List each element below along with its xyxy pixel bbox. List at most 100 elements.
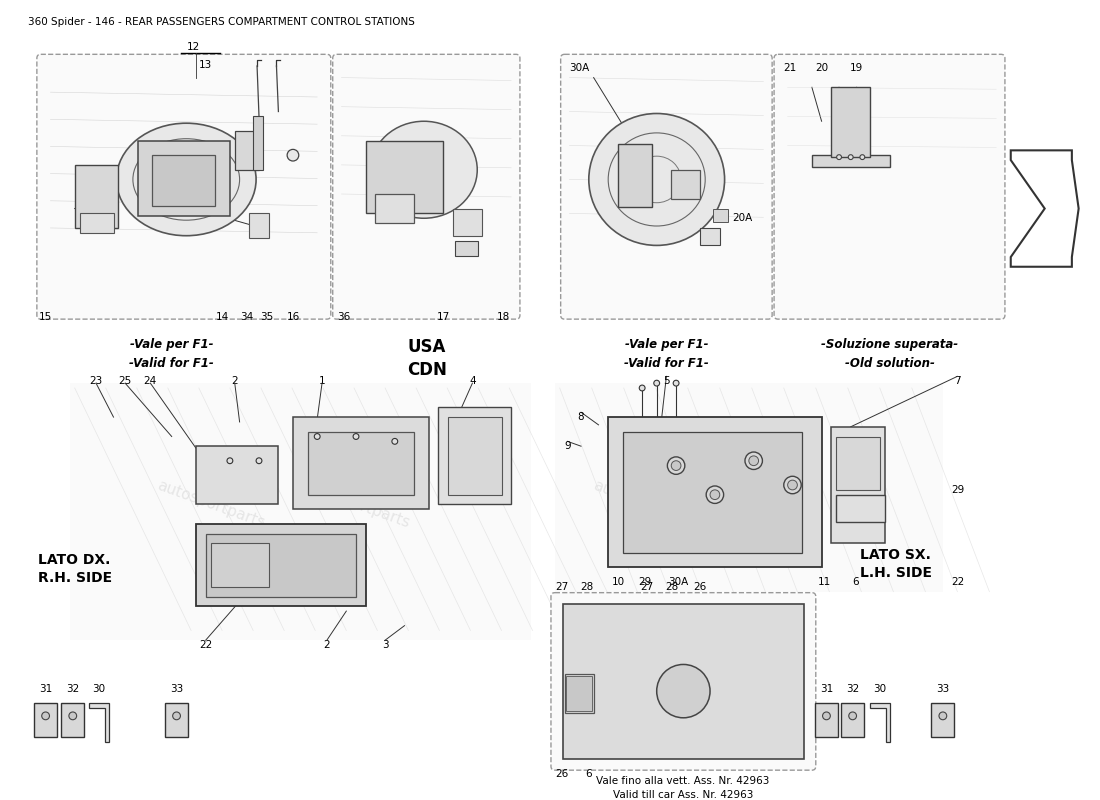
FancyBboxPatch shape [551, 593, 816, 770]
Text: 19: 19 [850, 62, 864, 73]
Text: 4: 4 [469, 376, 475, 386]
Bar [618, 143, 652, 206]
Bar [79, 214, 113, 233]
Text: 360 Spider - 146 - REAR PASSENGERS COMPARTMENT CONTROL STATIONS: 360 Spider - 146 - REAR PASSENGERS COMPA… [29, 18, 415, 27]
Bar [566, 676, 592, 711]
Text: 28: 28 [580, 582, 594, 592]
Ellipse shape [173, 712, 180, 720]
FancyBboxPatch shape [774, 54, 1005, 319]
Ellipse shape [256, 458, 262, 464]
Bar [45, 63, 322, 310]
Text: 16: 16 [286, 312, 299, 322]
Bar [570, 63, 763, 310]
Bar [196, 446, 278, 504]
Bar [152, 155, 216, 206]
Ellipse shape [671, 461, 681, 470]
Text: 33: 33 [169, 683, 184, 694]
Ellipse shape [133, 138, 240, 220]
Bar [439, 407, 512, 504]
Text: autosportparts: autosportparts [155, 197, 266, 250]
Bar [713, 209, 728, 222]
Text: autosportparts: autosportparts [620, 197, 732, 250]
Text: 30A: 30A [570, 63, 590, 73]
Bar [564, 674, 594, 713]
Text: 6: 6 [585, 770, 592, 779]
Ellipse shape [371, 122, 477, 218]
Bar [34, 703, 57, 738]
Ellipse shape [823, 712, 830, 720]
Bar [832, 87, 870, 157]
Text: 36: 36 [337, 312, 350, 322]
Ellipse shape [673, 380, 679, 386]
Ellipse shape [939, 712, 947, 720]
Text: 33: 33 [936, 683, 949, 694]
Ellipse shape [639, 385, 645, 391]
Text: 17: 17 [437, 312, 450, 322]
Text: USA
CDN: USA CDN [407, 338, 447, 379]
Bar [70, 383, 530, 640]
Ellipse shape [837, 154, 842, 159]
Text: 32: 32 [846, 683, 859, 694]
Ellipse shape [353, 434, 359, 439]
Ellipse shape [42, 712, 50, 720]
Text: 3: 3 [382, 640, 388, 650]
Bar [293, 417, 429, 510]
Bar [250, 214, 268, 238]
Bar [375, 194, 415, 223]
Text: 2: 2 [231, 376, 238, 386]
Bar [365, 141, 443, 214]
Bar [562, 604, 804, 758]
Text: 30A: 30A [668, 577, 689, 587]
Bar [165, 703, 188, 738]
Bar [455, 241, 478, 256]
Text: 29: 29 [950, 485, 964, 495]
Text: LATO SX.
L.H. SIDE: LATO SX. L.H. SIDE [860, 548, 933, 581]
Text: 23: 23 [89, 376, 102, 386]
Text: 21: 21 [783, 62, 796, 73]
Text: 14: 14 [216, 312, 229, 322]
Ellipse shape [608, 133, 705, 226]
Text: 31: 31 [820, 683, 833, 694]
Ellipse shape [657, 665, 711, 718]
FancyBboxPatch shape [332, 54, 520, 319]
Text: 32: 32 [66, 683, 79, 694]
Ellipse shape [588, 114, 725, 246]
Bar [560, 602, 807, 762]
Ellipse shape [848, 154, 854, 159]
Polygon shape [1011, 150, 1079, 266]
Text: autosportparts: autosportparts [368, 197, 480, 250]
Bar [812, 155, 890, 167]
Ellipse shape [849, 712, 857, 720]
Ellipse shape [784, 476, 801, 494]
Ellipse shape [392, 438, 398, 444]
Text: 20: 20 [815, 62, 828, 73]
Text: 18: 18 [497, 312, 510, 322]
Ellipse shape [653, 380, 660, 386]
Bar [453, 209, 482, 236]
Polygon shape [89, 703, 109, 742]
Text: 15: 15 [39, 312, 52, 322]
Text: 25: 25 [119, 376, 132, 386]
Ellipse shape [788, 480, 798, 490]
Ellipse shape [227, 458, 233, 464]
Text: 31: 31 [39, 683, 52, 694]
Bar [671, 170, 701, 199]
Text: -Vale per F1-
-Valid for F1-: -Vale per F1- -Valid for F1- [624, 338, 708, 370]
Bar [554, 383, 943, 592]
Text: 12: 12 [186, 42, 200, 52]
Bar [308, 432, 415, 494]
Text: LATO DX.
R.H. SIDE: LATO DX. R.H. SIDE [37, 553, 112, 586]
Text: 5: 5 [663, 376, 670, 386]
FancyBboxPatch shape [561, 54, 772, 319]
Ellipse shape [315, 434, 320, 439]
Bar [623, 432, 802, 553]
Ellipse shape [117, 123, 256, 236]
Text: 2: 2 [323, 640, 330, 650]
Text: -Vale per F1-
-Valid for F1-: -Vale per F1- -Valid for F1- [130, 338, 214, 370]
Ellipse shape [749, 456, 759, 466]
Text: 7: 7 [954, 376, 960, 386]
Bar [783, 63, 997, 310]
Polygon shape [870, 703, 890, 742]
Bar [196, 524, 365, 606]
Text: 1: 1 [319, 376, 326, 386]
